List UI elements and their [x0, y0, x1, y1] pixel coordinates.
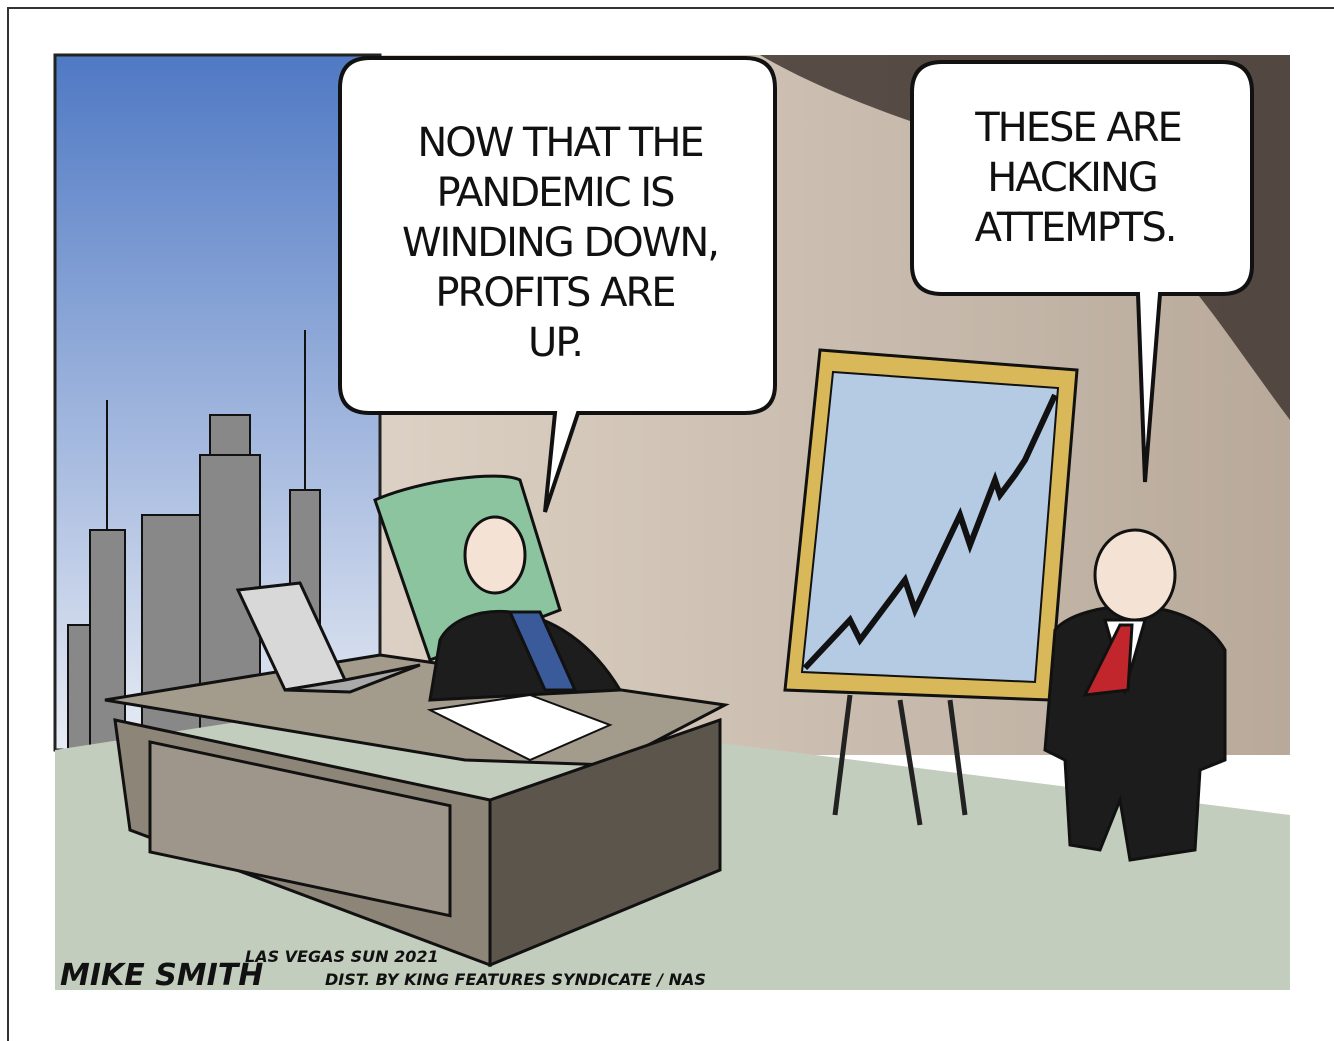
cartoon: NOW THAT THE PANDEMIC IS WINDING DOWN, P…	[0, 0, 1334, 1041]
page: NOW THAT THE PANDEMIC IS WINDING DOWN, P…	[0, 0, 1334, 1041]
bubble-text: THESE ARE HACKING ATTEMPTS.	[974, 105, 1181, 251]
credit: DIST. BY KING FEATURES SYNDICATE / NAS	[325, 970, 706, 989]
bubble-line: UP.	[528, 320, 582, 366]
bubble-line: PANDEMIC IS	[436, 170, 674, 216]
bubble-line: NOW THAT THE	[417, 120, 702, 166]
bubble-line: HACKING	[987, 155, 1157, 201]
bubble-line: ATTEMPTS.	[975, 205, 1176, 251]
signature: MIKE SMITH	[60, 958, 263, 993]
credit: LAS VEGAS SUN 2021	[245, 947, 439, 966]
bubble-line: PROFITS ARE	[435, 270, 674, 316]
bubble-line: THESE ARE	[974, 105, 1181, 151]
bubble-line: WINDING DOWN,	[402, 220, 718, 266]
